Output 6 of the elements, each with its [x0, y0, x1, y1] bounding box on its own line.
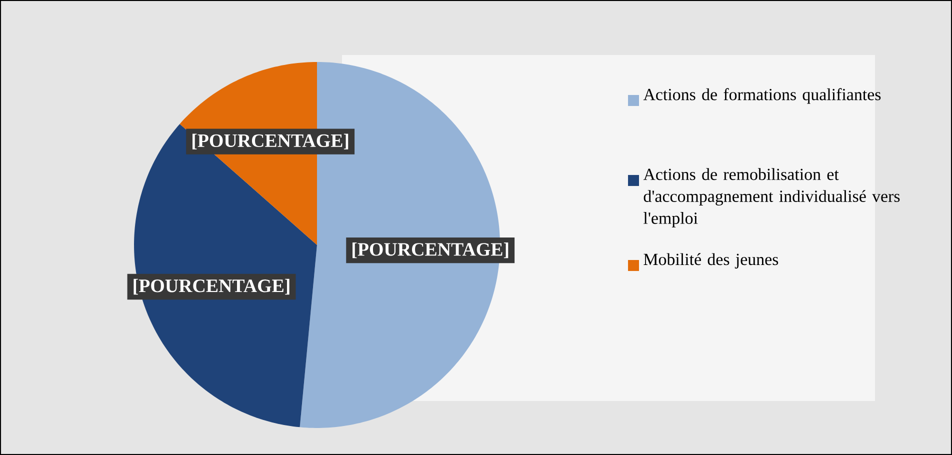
legend-label: Actions de remobilisation et d'accompagnement individualisé vers l'emploi [643, 168, 900, 228]
legend-label: Mobilité des jeunes [644, 253, 778, 269]
data-label: [POURCENTAGE] [192, 134, 348, 150]
data-label: [POURCENTAGE] [352, 242, 508, 258]
legend-label: Actions de formations qualifiantes [643, 88, 881, 104]
data-label: [POURCENTAGE] [134, 278, 290, 295]
